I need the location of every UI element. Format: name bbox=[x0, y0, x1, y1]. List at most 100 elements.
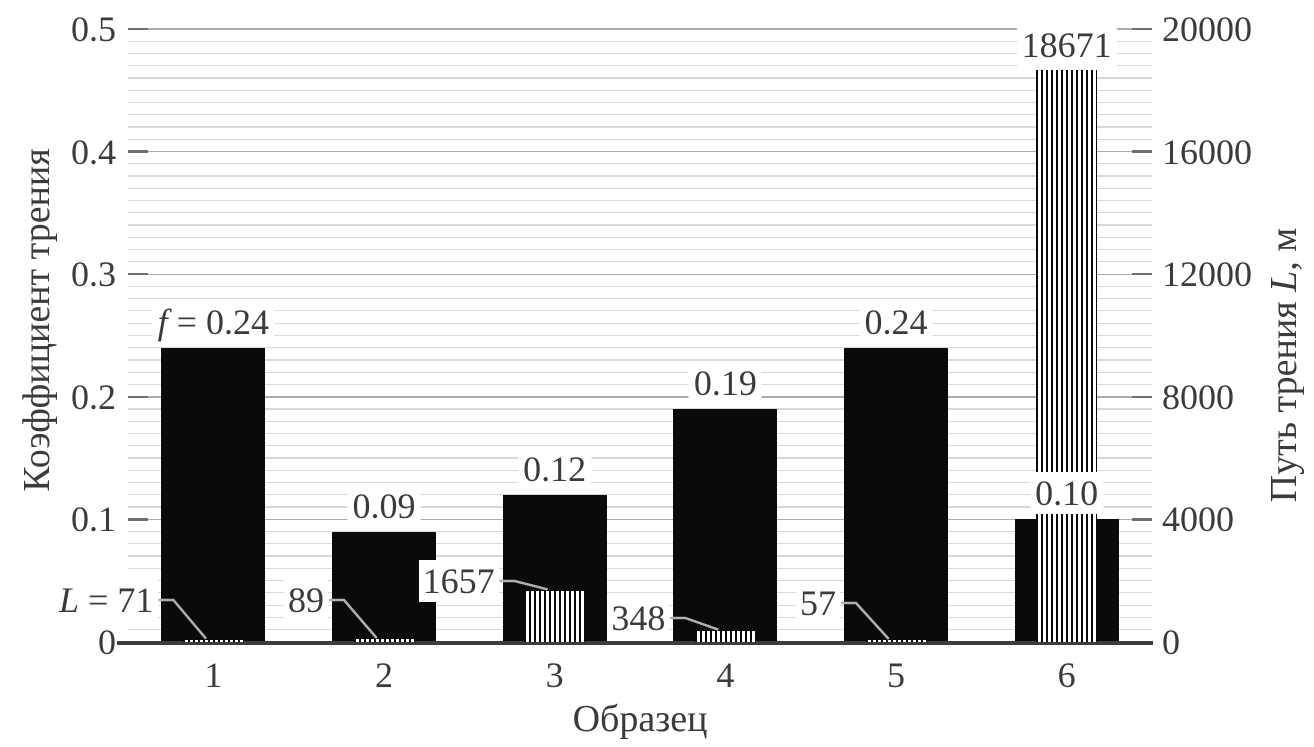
right-tick-label: 8000 bbox=[1162, 376, 1234, 417]
minor-gridline bbox=[128, 138, 1152, 140]
minor-gridline bbox=[128, 65, 1152, 67]
minor-gridline bbox=[128, 199, 1152, 202]
left-tick-label: 0.4 bbox=[71, 131, 116, 172]
bar-striped-sample-2 bbox=[353, 639, 415, 642]
left-tick-mark bbox=[128, 518, 148, 521]
minor-gridline bbox=[128, 432, 1152, 435]
minor-gridline bbox=[128, 371, 1152, 373]
minor-gridline bbox=[128, 543, 1152, 545]
minor-gridline bbox=[128, 555, 1152, 557]
major-gridline bbox=[128, 28, 1152, 30]
major-gridline bbox=[128, 518, 1152, 521]
minor-gridline bbox=[128, 52, 1152, 54]
minor-gridline bbox=[128, 101, 1152, 104]
value-label-L-sample-2: 89 bbox=[284, 579, 328, 621]
x-axis-title: Образец bbox=[572, 698, 708, 740]
bar-striped-sample-1 bbox=[182, 639, 244, 642]
x-tick-label: 1 bbox=[204, 655, 223, 695]
minor-gridline bbox=[128, 261, 1152, 263]
minor-gridline bbox=[128, 187, 1152, 189]
minor-gridline bbox=[128, 580, 1152, 582]
value-label-L-sample-1: L = 71 bbox=[54, 579, 158, 621]
value-label-L-sample-3: 1657 bbox=[418, 560, 499, 602]
minor-gridline bbox=[128, 408, 1152, 410]
major-gridline bbox=[128, 273, 1152, 276]
minor-gridline bbox=[128, 163, 1152, 165]
left-tick-label: 0.3 bbox=[71, 254, 116, 295]
major-gridline bbox=[128, 150, 1152, 153]
minor-gridline bbox=[128, 494, 1152, 496]
minor-gridline bbox=[128, 89, 1152, 91]
right-axis-title-text: Путь трения bbox=[1263, 291, 1305, 503]
minor-gridline bbox=[128, 322, 1152, 324]
value-label-L-sample-5: 57 bbox=[796, 582, 840, 624]
minor-gridline bbox=[128, 248, 1152, 251]
bar-striped-sample-6 bbox=[1036, 69, 1098, 642]
bar-black-sample-1 bbox=[161, 347, 266, 642]
left-axis-title: Коэффициент трения bbox=[15, 148, 59, 491]
right-tick-label: 12000 bbox=[1162, 254, 1252, 295]
minor-gridline bbox=[128, 359, 1152, 361]
bar-striped-sample-5 bbox=[865, 640, 927, 643]
minor-gridline bbox=[128, 469, 1152, 471]
x-tick-label: 6 bbox=[1057, 655, 1076, 695]
minor-gridline bbox=[128, 445, 1152, 447]
value-label-f-sample-3: 0.12 bbox=[518, 447, 592, 490]
minor-gridline bbox=[128, 175, 1152, 177]
right-axis-title-units: , м bbox=[1263, 227, 1305, 271]
minor-gridline bbox=[128, 567, 1152, 569]
right-tick-label: 0 bbox=[1162, 622, 1180, 662]
left-tick-mark bbox=[128, 150, 148, 153]
right-tick-mark bbox=[1132, 272, 1152, 276]
minor-gridline bbox=[128, 298, 1152, 300]
minor-gridline bbox=[128, 77, 1152, 79]
value-label-f-sample-4: 0.19 bbox=[688, 362, 762, 405]
right-tick-label: 20000 bbox=[1162, 9, 1252, 49]
value-label-f-sample-1: f = 0.24 bbox=[152, 300, 274, 343]
right-tick-mark bbox=[1132, 395, 1152, 399]
left-tick-label: 0.1 bbox=[71, 499, 116, 540]
x-tick-label: 2 bbox=[375, 655, 393, 695]
value-label-f-sample-6: 0.10 bbox=[1030, 472, 1104, 515]
value-label-L-sample-6: 18671 bbox=[1016, 23, 1117, 66]
minor-gridline bbox=[128, 420, 1152, 422]
right-tick-mark bbox=[1132, 27, 1152, 31]
bar-striped-sample-4 bbox=[694, 631, 756, 642]
minor-gridline bbox=[128, 506, 1152, 508]
bar-black-sample-4 bbox=[673, 409, 778, 642]
minor-gridline bbox=[128, 236, 1152, 238]
x-tick-label: 4 bbox=[716, 655, 735, 695]
left-tick-mark bbox=[128, 395, 148, 399]
x-tick-label: 5 bbox=[887, 655, 905, 695]
left-tick-label: 0.2 bbox=[71, 376, 116, 417]
x-tick-label: 3 bbox=[545, 655, 564, 695]
right-tick-mark bbox=[1132, 518, 1152, 521]
minor-gridline bbox=[128, 114, 1152, 116]
left-tick-label: 0.5 bbox=[71, 9, 116, 49]
minor-gridline bbox=[128, 457, 1152, 459]
minor-gridline bbox=[128, 334, 1152, 336]
right-axis-symbol-L: L bbox=[1263, 270, 1305, 292]
x-axis-line bbox=[117, 641, 1153, 645]
minor-gridline bbox=[128, 347, 1152, 349]
left-tick-mark bbox=[128, 27, 148, 31]
right-axis-title: Путь трения L, м bbox=[1262, 228, 1306, 503]
value-label-L-sample-4: 348 bbox=[607, 597, 670, 639]
minor-gridline bbox=[128, 285, 1152, 287]
right-tick-label: 4000 bbox=[1162, 499, 1234, 540]
minor-gridline bbox=[128, 310, 1152, 312]
left-tick-label: 0 bbox=[98, 622, 116, 662]
bar-striped-sample-3 bbox=[524, 591, 586, 642]
major-gridline bbox=[128, 396, 1152, 398]
value-label-f-sample-5: 0.24 bbox=[859, 300, 933, 343]
minor-gridline bbox=[128, 530, 1152, 533]
minor-gridline bbox=[128, 592, 1152, 594]
right-tick-label: 16000 bbox=[1162, 131, 1252, 172]
minor-gridline bbox=[128, 40, 1152, 42]
value-label-f-sample-2: 0.09 bbox=[347, 484, 421, 527]
minor-gridline bbox=[128, 212, 1152, 214]
right-tick-mark bbox=[1132, 150, 1152, 153]
bar-black-sample-5 bbox=[844, 347, 948, 642]
